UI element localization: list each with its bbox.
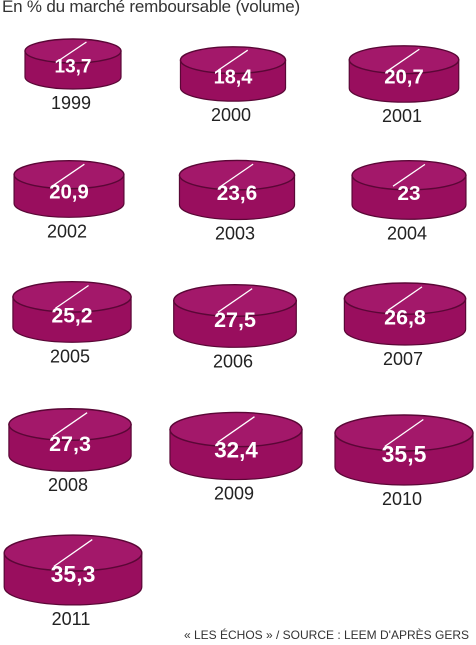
- pill-score-line: [384, 418, 424, 448]
- value-label: 35,5: [382, 441, 427, 467]
- pill-2000: 18,4 2000: [179, 46, 287, 125]
- year-label: 2001: [382, 106, 422, 126]
- pill-2010: 35,5 2010: [334, 414, 474, 509]
- year-label: 2011: [52, 609, 91, 629]
- year-label: 2009: [214, 484, 254, 504]
- year-label: 2007: [383, 349, 423, 369]
- pill-1999: 13,7 1999: [24, 38, 122, 113]
- year-label: 2004: [387, 223, 427, 243]
- pill-2002: 20,9 2002: [13, 159, 125, 241]
- year-label: 2003: [215, 224, 255, 244]
- year-label: 2010: [382, 489, 422, 509]
- value-label: 32,4: [214, 438, 258, 463]
- value-label: 20,7: [384, 67, 423, 89]
- pill-score-line: [217, 49, 249, 71]
- pill-score-line: [220, 163, 254, 187]
- pill-score-line: [388, 48, 420, 71]
- value-label: 13,7: [55, 57, 92, 78]
- year-label: 2006: [213, 351, 253, 371]
- value-label: 23,6: [217, 182, 257, 205]
- pill-score-line: [217, 416, 255, 443]
- value-label: 18,4: [214, 66, 253, 88]
- value-label: 26,8: [384, 306, 426, 330]
- pill-2007: 26,8 2007: [343, 282, 467, 369]
- year-label: 2002: [47, 221, 87, 241]
- pill-2001: 20,7 2001: [348, 45, 460, 126]
- value-label: 20,9: [49, 182, 88, 204]
- year-label: 2008: [48, 475, 88, 495]
- year-label: 1999: [51, 93, 91, 113]
- value-label: 25,2: [51, 304, 92, 327]
- pill-score-line: [217, 288, 253, 313]
- source-credit: « LES ÉCHOS » / SOURCE : LEEM D'APRÈS GE…: [183, 628, 469, 642]
- pill-2011: 35,3 2011: [3, 534, 143, 629]
- year-label: 2000: [211, 105, 251, 125]
- pill-score-line: [52, 412, 88, 437]
- pill-2009: 32,4 2009: [169, 411, 303, 504]
- pill-2005: 25,2 2005: [12, 281, 132, 366]
- pill-2004: 23 2004: [351, 160, 467, 243]
- pill-2006: 27,5 2006: [173, 283, 297, 371]
- pill-2008: 27,3 2008: [8, 408, 132, 495]
- value-label: 23: [397, 182, 420, 205]
- value-label: 35,3: [51, 561, 96, 587]
- pill-score-line: [59, 41, 87, 61]
- pill-score-line: [53, 163, 85, 186]
- pill-score-line: [392, 163, 426, 187]
- year-label: 2005: [50, 346, 90, 366]
- chart-subtitle: En % du marché remboursable (volume): [2, 0, 300, 16]
- pill-score-line: [53, 539, 93, 568]
- pill-2003: 23,6 2003: [178, 159, 296, 244]
- value-label: 27,5: [214, 308, 256, 332]
- pill-score-line: [387, 286, 423, 311]
- pill-score-line: [55, 284, 89, 309]
- value-label: 27,3: [49, 432, 91, 456]
